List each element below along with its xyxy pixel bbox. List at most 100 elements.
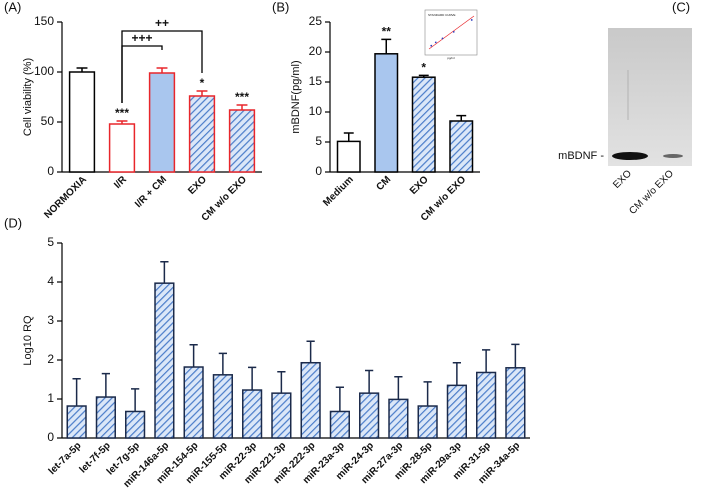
bar xyxy=(212,374,233,439)
inset-title: STANDARD CURVE xyxy=(428,13,456,17)
x-tick-label: EXO xyxy=(408,174,431,197)
bar xyxy=(125,410,146,439)
error-bar xyxy=(236,104,248,110)
x-tick-label: I/R + CM xyxy=(133,174,169,210)
error-bar xyxy=(277,370,286,394)
error-bar xyxy=(156,67,168,73)
error-bar xyxy=(335,386,344,412)
y-tick-label: 10 xyxy=(309,104,323,118)
inset-dot xyxy=(434,41,437,44)
inset-fit xyxy=(428,15,475,50)
y-tick-label: 0 xyxy=(47,430,54,444)
y-axis-label: Cell viability (%) xyxy=(22,58,34,136)
y-tick-label: 0 xyxy=(47,164,54,178)
error-bar xyxy=(452,361,461,386)
error-bar xyxy=(131,388,140,412)
bar xyxy=(95,396,116,439)
y-tick-label: 3 xyxy=(47,313,54,327)
x-tick-label: let-7a-5p xyxy=(47,440,84,477)
significance-label: *** xyxy=(235,90,249,104)
y-axis-label: Log10 RQ xyxy=(22,315,34,366)
bracket-label: +++ xyxy=(131,31,152,45)
panel-label: (B) xyxy=(272,0,289,14)
y-tick-label: 25 xyxy=(309,14,323,28)
bar xyxy=(154,282,175,439)
bar xyxy=(476,371,497,439)
bracket xyxy=(121,30,203,103)
x-tick-label: EXO xyxy=(186,174,209,197)
error-bar xyxy=(196,90,208,96)
bar xyxy=(66,405,87,439)
significance-label: *** xyxy=(115,106,129,120)
error-bar xyxy=(218,352,227,375)
y-tick-label: 1 xyxy=(47,391,54,405)
panel-label: (D) xyxy=(4,215,22,230)
band-label: mBDNF - xyxy=(558,150,604,162)
bar xyxy=(417,405,438,439)
error-bar xyxy=(365,369,374,394)
error-bar xyxy=(343,132,354,142)
panel-label: (C) xyxy=(672,0,690,14)
bar xyxy=(359,392,380,439)
y-tick-label: 0 xyxy=(315,164,322,178)
y-tick-label: 100 xyxy=(34,64,54,78)
x-tick-label: NORMOXIA xyxy=(42,174,89,221)
y-tick-label: 50 xyxy=(41,114,55,128)
significance-label: * xyxy=(200,76,205,90)
bar xyxy=(183,366,204,439)
error-bar xyxy=(101,372,110,398)
panel-label: (A) xyxy=(4,0,21,14)
x-tick-label: I/R xyxy=(112,174,129,191)
error-bar xyxy=(189,344,198,368)
y-tick-label: 5 xyxy=(47,235,54,249)
y-tick-label: 2 xyxy=(47,352,54,366)
bar xyxy=(68,71,96,173)
error-bar xyxy=(248,366,257,391)
bar xyxy=(336,140,361,173)
lane-label: EXO xyxy=(611,168,634,191)
bar xyxy=(374,53,399,173)
inset-dot xyxy=(452,30,455,33)
error-bar xyxy=(394,376,403,400)
y-tick-label: 20 xyxy=(309,44,323,58)
bar xyxy=(446,384,467,439)
bar xyxy=(329,410,350,439)
lane-label: CM w/o EXO xyxy=(627,168,676,217)
significance-label: * xyxy=(421,61,426,75)
bar xyxy=(228,109,256,173)
error-bar xyxy=(76,67,88,72)
inset-dot xyxy=(470,19,473,21)
bar xyxy=(242,389,263,439)
blot-band xyxy=(663,154,683,158)
bar xyxy=(108,123,136,173)
inset-dot xyxy=(441,37,444,40)
x-tick-label: Medium xyxy=(321,174,356,209)
inset-dot xyxy=(430,44,433,47)
error-bar xyxy=(423,381,432,407)
inset-x-label: pg/ml xyxy=(447,56,455,60)
bracket-label: ++ xyxy=(155,16,169,30)
significance-label: ** xyxy=(382,25,392,39)
bar xyxy=(388,398,409,439)
blot-band xyxy=(612,152,648,160)
bar xyxy=(148,72,176,173)
error-bar xyxy=(306,340,315,363)
error-bar xyxy=(456,114,467,121)
bar xyxy=(411,76,436,173)
error-bar xyxy=(482,349,491,373)
bar xyxy=(271,392,292,439)
y-tick-label: 4 xyxy=(47,274,54,288)
error-bar xyxy=(418,74,429,78)
y-tick-label: 15 xyxy=(309,74,323,88)
y-tick-label: 150 xyxy=(34,14,54,28)
y-tick-label: 5 xyxy=(315,134,322,148)
error-bar xyxy=(72,377,81,407)
error-bar xyxy=(511,343,520,368)
bar xyxy=(188,95,216,173)
x-tick-label: CM xyxy=(374,174,393,193)
error-bar xyxy=(381,38,392,54)
y-axis-label: mBDNF(pg/ml) xyxy=(290,60,302,133)
error-bar xyxy=(160,260,169,284)
